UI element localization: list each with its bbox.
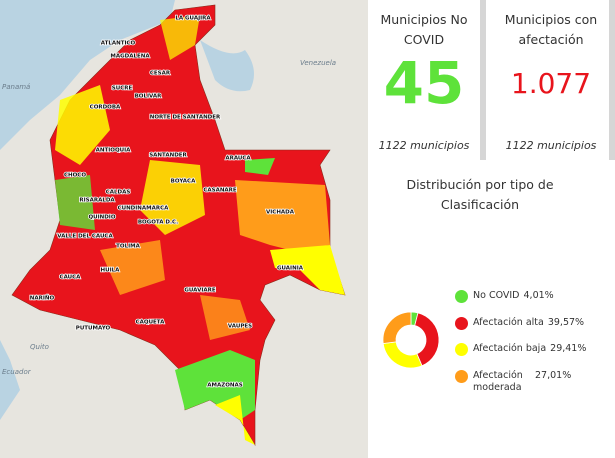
legend-label: Afectación baja: [473, 343, 547, 354]
map-labels: LA GUAJIRAATLANTICOMAGDALENACESARSUCREBO…: [2, 15, 336, 390]
map-label: TOLIMA: [116, 244, 140, 250]
card-value: 45: [383, 49, 465, 117]
separator: [609, 0, 615, 160]
region: [55, 175, 95, 230]
legend-item: Afectación moderada 27,01%: [455, 369, 586, 397]
map-label: ARAUCA: [225, 156, 251, 162]
lake: [200, 40, 254, 92]
donut-chart: [382, 311, 440, 369]
legend-value: 27,01%: [535, 369, 572, 381]
card-title: Municipios con afectación: [504, 12, 598, 47]
region: [245, 158, 275, 175]
map-label: CASANARE: [203, 188, 237, 194]
map-label: CALDAS: [106, 190, 131, 196]
chart-title: Distribución por tipo de Clasificación: [406, 177, 554, 212]
legend-item: Afectación baja 29,41%: [455, 343, 586, 370]
map-label: PUTUMAYO: [76, 326, 111, 332]
region: [235, 180, 330, 250]
map-label: SANTANDER: [149, 153, 187, 159]
map-label: AMAZONAS: [207, 383, 243, 389]
region: [160, 15, 200, 60]
legend: No COVID 4,01% Afectación alta 39,57% Afecta…: [455, 290, 586, 396]
region: [200, 295, 250, 340]
base-label: Panamá: [2, 83, 30, 91]
map-label: CUNDINAMARCA: [118, 206, 170, 212]
legend-swatch: [455, 343, 468, 356]
card-title: Municipios No COVID: [380, 12, 468, 47]
legend-swatch: [455, 290, 468, 303]
map-label: GUAINIA: [277, 266, 304, 272]
separator: [480, 0, 486, 160]
map-label: BOLIVAR: [135, 94, 163, 100]
base-label: Venezuela: [300, 59, 336, 67]
region: [55, 85, 110, 165]
card-value: 1.077: [510, 67, 592, 100]
card: Municipios No COVID 45 1122 municipios: [370, 0, 478, 160]
region: [215, 395, 255, 445]
legend-value: 39,57%: [547, 316, 585, 328]
map-label: ANTIOQUIA: [96, 148, 132, 154]
donut-slice: [382, 311, 412, 344]
map-label: CAUCA: [60, 275, 82, 281]
legend-value: 4,01%: [523, 290, 554, 301]
map-label: CHOCO: [64, 173, 86, 179]
map-label: GUAVIARE: [184, 288, 215, 294]
map-label: CESAR: [150, 71, 171, 77]
legend-item: No COVID 4,01%: [455, 290, 586, 317]
legend-item: Afectación alta 39,57%: [455, 316, 586, 344]
map-label: BOYACA: [171, 179, 196, 185]
map-label: RISARALDA: [79, 198, 115, 204]
map-label: HUILA: [101, 268, 121, 274]
map-label: NARIÑO: [30, 295, 55, 302]
region: [140, 160, 205, 235]
map-label: SUCRE: [112, 86, 133, 92]
map-label: CAQUETA: [136, 320, 166, 326]
donut-slice: [382, 341, 423, 369]
map-label: VICHADA: [266, 210, 295, 216]
map-label: CORDOBA: [90, 105, 121, 111]
legend-value: 29,41%: [550, 343, 587, 354]
base-label: Quito: [30, 343, 49, 351]
map: LA GUAJIRAATLANTICOMAGDALENACESARSUCREBO…: [0, 0, 368, 458]
card: Municipios con afectación 1.077 1122 mun…: [490, 0, 612, 160]
base-label: Ecuador: [2, 368, 32, 376]
map-label: NORTE DE SANTANDER: [150, 115, 221, 121]
legend-swatch: [455, 369, 468, 383]
legend-label: No COVID: [473, 290, 520, 301]
map-label: VALLE DEL CAUCA: [57, 234, 113, 240]
legend-label: Afectación moderada: [473, 369, 523, 393]
map-label: LA GUAJIRA: [175, 16, 211, 22]
map-label: MAGDALENA: [110, 54, 150, 60]
map-label: QUINDIO: [88, 215, 115, 221]
region: [100, 240, 165, 295]
legend-swatch: [455, 316, 468, 330]
region: [270, 245, 345, 295]
legend-label: Afectación alta: [473, 316, 544, 328]
map-label: ATLANTICO: [101, 41, 136, 47]
map-label: BOGOTA D.C.: [138, 220, 178, 226]
card-subtitle: 1122 municipios: [505, 139, 597, 152]
map-label: VAUPES: [228, 324, 252, 330]
card-subtitle: 1122 municipios: [378, 139, 470, 152]
